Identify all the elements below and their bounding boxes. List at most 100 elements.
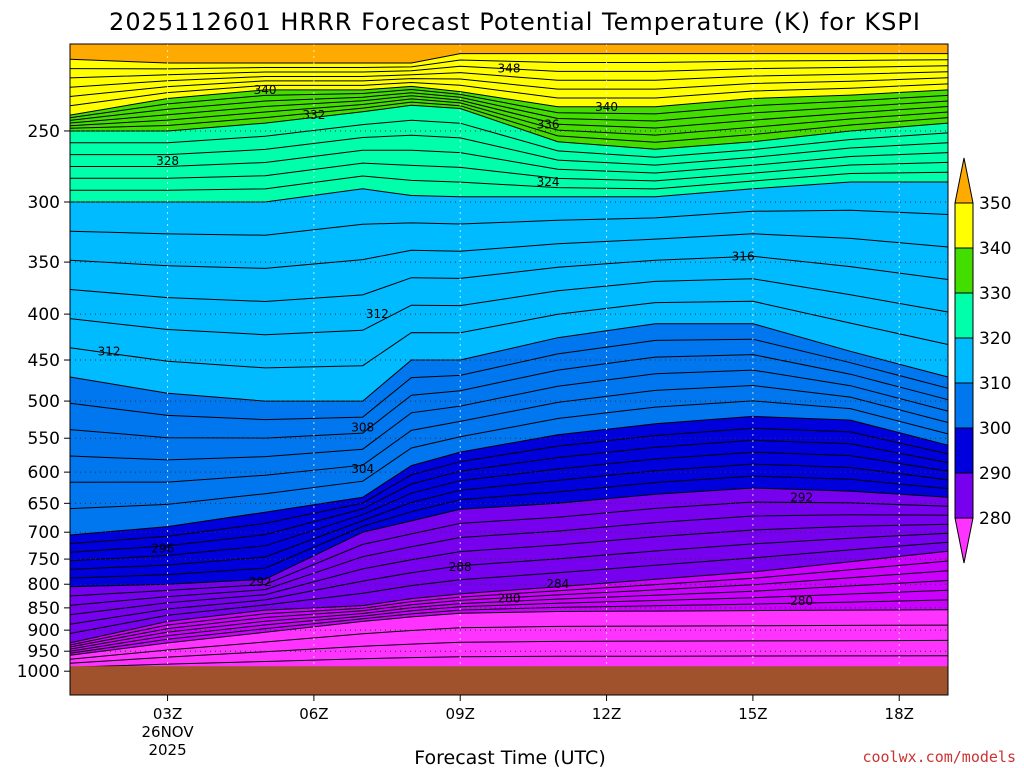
contour-line: [69, 354, 949, 439]
y-tick-label: 400: [28, 305, 60, 325]
contour-label: 312: [366, 307, 389, 321]
y-tick-label: 750: [28, 550, 60, 570]
contour-line: [69, 65, 949, 79]
contour-band: [70, 488, 948, 643]
x-axis: 03Z 06Z 09Z 12Z 15Z 18Z: [153, 695, 914, 723]
contour-line: [69, 400, 949, 510]
x-tick-label: 09Z: [446, 705, 475, 723]
colorbar-segment: [954, 472, 974, 519]
contour-line: [70, 134, 949, 166]
ground-surface: [70, 666, 948, 695]
contour-line: [69, 609, 949, 656]
contour-line: [69, 589, 949, 652]
contour-label: 280: [790, 594, 813, 608]
colorbar-label: 350: [979, 194, 1011, 214]
contour-line: [70, 181, 948, 203]
credit-text: coolwx.com/models: [862, 748, 1016, 766]
contour-label: 284: [546, 577, 569, 591]
contour-line: [69, 639, 949, 664]
contour-line: [69, 92, 949, 122]
grid-lines: [70, 44, 948, 695]
contour-line: [69, 532, 949, 625]
x-tick-label: 18Z: [885, 705, 914, 723]
contour-label: 296: [151, 542, 174, 556]
y-tick-label: 800: [28, 575, 60, 595]
contour-line: [69, 463, 949, 570]
y-tick-label: 500: [28, 392, 60, 412]
x-date-year-label: 2025: [148, 741, 186, 759]
contour-line: [69, 487, 949, 588]
contour-label: 324: [537, 175, 560, 189]
contour-line: [69, 77, 949, 97]
contour-label: 308: [351, 420, 374, 434]
colorbar-label: 340: [979, 239, 1011, 259]
contour-line: [69, 427, 949, 545]
contour-label: 316: [732, 249, 755, 263]
contour-line: [69, 501, 949, 597]
colorbar-segment: [954, 427, 974, 474]
colorbar-segment: [954, 382, 974, 429]
contour-line: [69, 570, 949, 648]
contour-label: 292: [790, 490, 813, 504]
colorbar-segment: [954, 247, 974, 294]
y-tick-label: 950: [28, 642, 60, 662]
plot-frame: [69, 43, 949, 696]
colorbar-segment: [954, 292, 974, 339]
contour-line: [69, 384, 949, 483]
colorbar-label: 320: [979, 329, 1011, 349]
contour-line: [69, 53, 948, 64]
contour-line: [69, 233, 949, 269]
contour-label: 340: [254, 83, 277, 97]
contour-line: [69, 599, 949, 654]
contour-line: [69, 523, 949, 616]
x-tick-label: 06Z: [299, 705, 328, 723]
colorbar-label: 330: [979, 284, 1011, 304]
contour-line: [69, 550, 949, 644]
contour-line: [69, 81, 949, 107]
contour-label: 336: [537, 118, 560, 132]
colorbar-label: 280: [979, 509, 1011, 529]
contour-line: [69, 98, 949, 136]
contour-line: [69, 451, 949, 562]
contour-label: 312: [98, 344, 121, 358]
contour-labels: 348 340 340 332 336 328 324 316 312 312 308 304 292 2…: [98, 62, 814, 608]
contour-line: [69, 88, 949, 119]
y-tick-label: 1000: [17, 662, 60, 682]
contour-band: [70, 416, 948, 587]
y-tick-label: 450: [28, 351, 60, 371]
contour-band: [70, 323, 948, 535]
y-tick-label: 550: [28, 429, 60, 449]
x-tick-label: 03Z: [153, 705, 182, 723]
y-tick-label: 850: [28, 599, 60, 619]
colorbar-bottom-triangle: [954, 517, 974, 564]
contour-line: [69, 59, 949, 70]
contour-line: [70, 161, 949, 182]
colorbar-segment: [954, 337, 974, 384]
contour-label: 304: [351, 462, 374, 476]
y-tick-label: 650: [28, 494, 60, 514]
contour-band: [70, 105, 948, 202]
colorbar-label: 290: [979, 464, 1011, 484]
y-tick-label: 350: [28, 253, 60, 273]
y-tick-label: 300: [28, 193, 60, 213]
contour-band: [70, 182, 948, 402]
contour-line: [69, 475, 949, 579]
colorbar: 350 340 330 320 310 300 290 280: [954, 157, 1011, 564]
contour-label: 328: [156, 154, 179, 168]
contour-label: 292: [249, 575, 272, 589]
x-tick-label: 15Z: [738, 705, 767, 723]
contour-line: [69, 85, 949, 116]
contour-label: 332: [302, 108, 325, 122]
y-axis: 2503003504004505005506006507007508008509…: [17, 122, 70, 682]
contour-label: 340: [595, 100, 618, 114]
contour-line: [69, 71, 949, 88]
contour-line: [69, 278, 949, 336]
y-tick-label: 700: [28, 523, 60, 543]
colorbar-label: 310: [979, 374, 1011, 394]
colorbar-label: 300: [979, 419, 1011, 439]
contour-band: [70, 86, 948, 150]
y-tick-label: 600: [28, 463, 60, 483]
colorbar-segment: [954, 202, 974, 249]
chart-title: 2025112601 HRRR Forecast Potential Tempe…: [109, 8, 921, 36]
